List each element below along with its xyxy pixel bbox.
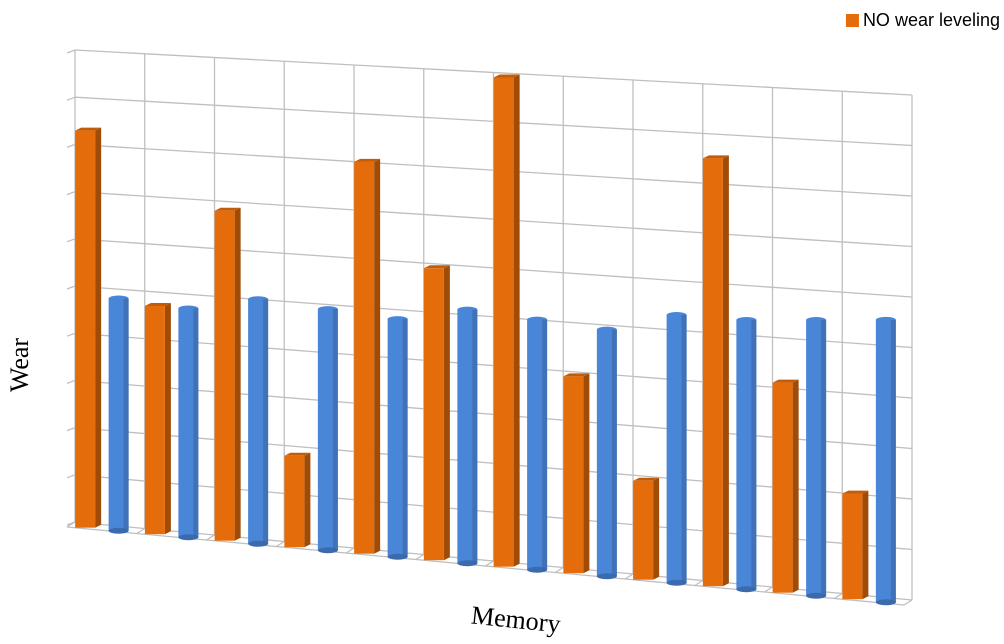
grid-tick	[66, 285, 76, 290]
bar-top	[75, 127, 102, 131]
bar	[284, 455, 305, 548]
bar-bottom	[108, 527, 129, 534]
grid-tick	[66, 332, 76, 337]
grid-tick	[66, 426, 76, 432]
bar-shade	[542, 319, 548, 570]
bar-top	[702, 155, 729, 159]
bar-side	[583, 373, 590, 574]
bar-top	[633, 477, 660, 481]
bar-shade	[681, 314, 687, 583]
bar-side	[862, 490, 869, 600]
bar-side	[722, 155, 729, 587]
floor-line	[833, 592, 843, 600]
grid-tick	[66, 190, 76, 196]
floor-line	[206, 534, 215, 541]
floor-line	[66, 521, 76, 528]
bar-shade	[611, 329, 617, 577]
bar	[144, 305, 165, 535]
floor-line	[485, 560, 494, 567]
floor-line	[554, 566, 564, 574]
floor-line	[624, 573, 634, 580]
bar-shade	[193, 308, 199, 538]
bar	[214, 210, 235, 541]
grid-tick	[66, 96, 76, 101]
bar-side	[513, 74, 520, 567]
bar	[772, 382, 793, 593]
bar-shade	[751, 319, 757, 590]
grid-tick	[66, 238, 76, 243]
bar-top	[214, 207, 241, 211]
bar	[842, 493, 863, 600]
x-axis-title: Memory	[470, 600, 562, 638]
legend-label: NO wear leveling	[863, 10, 1000, 30]
bar-top	[354, 158, 381, 162]
bar-side	[374, 158, 381, 554]
bar-shade	[821, 319, 827, 596]
bar	[423, 268, 444, 561]
bar-top	[284, 452, 311, 456]
bar-side	[653, 477, 660, 580]
bar-top	[842, 490, 869, 494]
bar	[75, 130, 96, 528]
bar-shade	[332, 309, 338, 551]
bar	[633, 480, 654, 580]
bar-top	[144, 302, 171, 306]
bar-side	[234, 207, 241, 541]
floor-line	[764, 586, 773, 593]
bar	[354, 161, 375, 554]
grid-tick	[66, 474, 76, 479]
grid-tick	[66, 49, 76, 54]
bar-top	[563, 373, 590, 377]
bar-shade	[472, 309, 478, 564]
floor-line	[903, 599, 913, 606]
grid-tick	[66, 143, 76, 149]
bar-side	[792, 379, 799, 593]
bar-shade	[263, 299, 269, 544]
floor-line	[345, 547, 355, 554]
bar	[108, 298, 129, 531]
bar-side	[95, 127, 102, 528]
floor-line	[275, 540, 285, 548]
bar-shade	[123, 298, 129, 531]
grid-tick	[66, 379, 76, 385]
floor-line	[694, 579, 704, 587]
floor-line	[415, 553, 425, 561]
bar	[493, 77, 514, 567]
bar-top	[493, 74, 520, 78]
floor-line	[136, 527, 146, 535]
bar-shade	[890, 319, 896, 603]
bar-side	[304, 452, 311, 548]
bar-side	[164, 302, 171, 535]
bar	[563, 376, 584, 574]
floor-front	[66, 526, 905, 606]
bar-shade	[402, 319, 408, 557]
legend-swatch	[845, 14, 859, 27]
bar-top	[772, 379, 799, 383]
bar	[702, 158, 723, 587]
bar-cap	[108, 295, 129, 302]
bar-side	[443, 265, 450, 561]
y-axis-title: Wear	[5, 338, 34, 393]
bar-top	[423, 265, 450, 269]
